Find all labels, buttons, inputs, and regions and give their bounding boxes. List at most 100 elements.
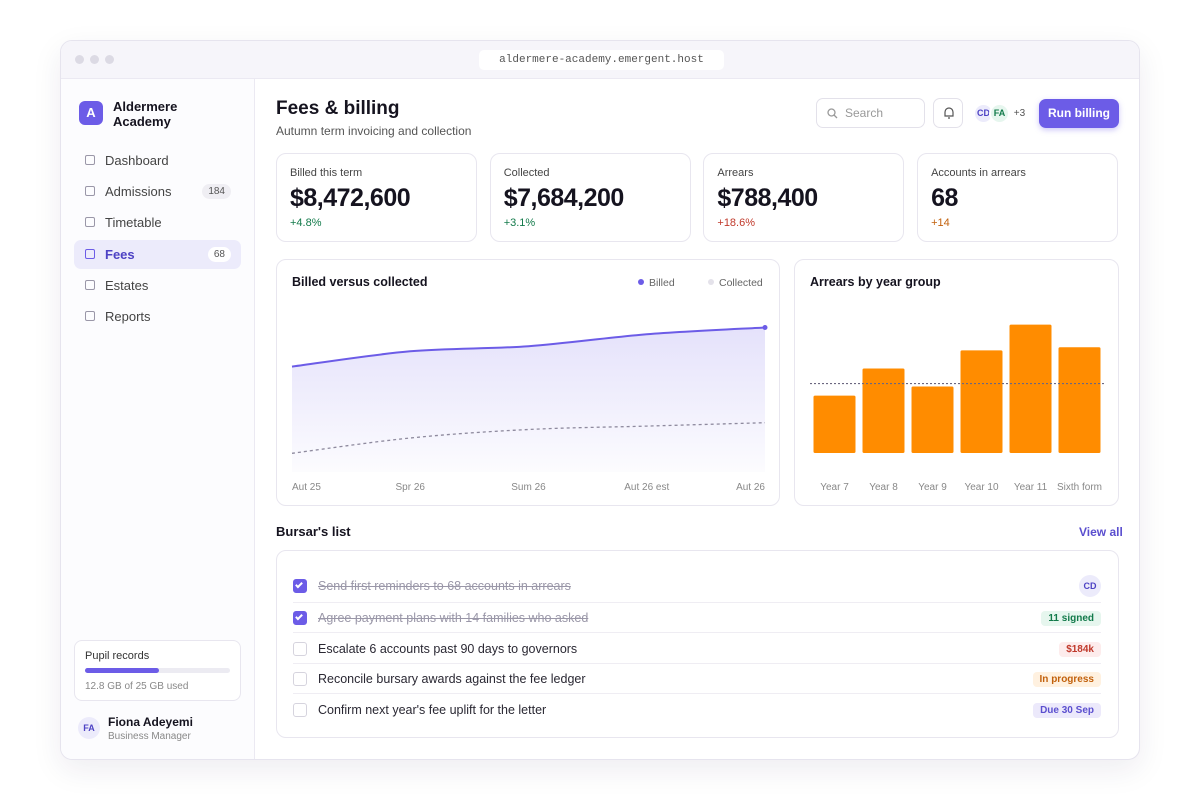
task-text: Confirm next year's fee uplift for the l…: [318, 702, 547, 717]
nav-icon: [85, 155, 95, 165]
nav-item[interactable]: Dashboard: [74, 146, 241, 175]
nav-icon: [85, 311, 95, 321]
task-text: Agree payment plans with 14 families who…: [318, 611, 589, 625]
checkbox[interactable]: [293, 579, 307, 593]
x-tick-label: Aut 26: [736, 482, 765, 493]
task-row: Escalate 6 accounts past 90 days to gove…: [293, 634, 1101, 664]
kpi-change: +3.1%: [503, 217, 536, 229]
bar: [1009, 324, 1052, 453]
nav-label: Reports: [105, 309, 151, 324]
status-tag: In progress: [1032, 672, 1101, 687]
chart-title: Arrears by year group: [810, 275, 941, 289]
logo: A: [79, 101, 103, 125]
kpi-change: +14: [931, 217, 950, 229]
bar-chart-card: Arrears by year group Year 7 Year 8 Year 9 Y…: [794, 259, 1119, 506]
end-point: [762, 325, 768, 330]
nav-label: Fees: [105, 246, 135, 262]
storage-fill: [85, 668, 160, 673]
task-text: Reconcile bursary awards against the fee…: [318, 672, 586, 686]
user-name: Fiona Adeyemi: [108, 715, 193, 729]
x-tick-label: Sum 26: [511, 482, 546, 493]
status-tag: $184k: [1059, 641, 1101, 657]
nav-item[interactable]: Admissions 184: [74, 177, 241, 206]
kpi-value: 68: [931, 184, 958, 212]
checkbox[interactable]: [293, 672, 307, 686]
bar-chart: Arrears by year group Year 7 Year 8 Year 9 Y…: [810, 275, 1104, 493]
x-tick-label: Sixth form: [1057, 482, 1102, 493]
checkbox[interactable]: [293, 611, 307, 625]
bar: [911, 386, 954, 453]
avatar-more: +3: [1013, 108, 1026, 119]
task-row: Confirm next year's fee uplift for the l…: [293, 695, 1101, 725]
x-tick-label: Aut 26 est: [624, 482, 669, 493]
chart-title: Billed versus collected: [292, 275, 427, 289]
checkbox[interactable]: [293, 702, 307, 717]
storage-title: Pupil records: [85, 650, 150, 662]
nav-icon: [85, 279, 95, 290]
title-bar: aldermere-academy.emergent.host: [61, 41, 1139, 79]
kpi-value: $788,400: [717, 184, 818, 212]
x-tick-label: Year 7: [820, 482, 849, 493]
kpi-card: Collected $7,684,200 +3.1%: [489, 153, 691, 242]
x-tick-label: Aut 25: [292, 482, 321, 493]
window-dot: [90, 55, 99, 64]
check: [295, 612, 303, 621]
nav-label: Timetable: [105, 215, 162, 231]
kpi-value: $8,472,600: [290, 184, 411, 212]
kpi-change: +4.8%: [290, 217, 322, 229]
school-name: Aldermere Academy: [113, 99, 178, 129]
user-role: Business Manager: [108, 731, 191, 742]
run-billing-button[interactable]: Run billing: [1039, 99, 1119, 128]
sidebar: A Aldermere Academy Pupil records 12.8 G…: [61, 79, 255, 759]
bell-icon: [944, 107, 954, 119]
x-tick-label: Year 9: [918, 482, 947, 493]
nav-item[interactable]: Estates: [74, 271, 241, 300]
user-avatar: FA: [78, 717, 100, 739]
task-text: Send first reminders to 68 accounts in a…: [318, 579, 571, 593]
nav-badge: 184: [202, 184, 231, 200]
checkbox[interactable]: [293, 641, 307, 656]
kpi-label: Accounts in arrears: [931, 167, 1026, 179]
legend-dot: [638, 279, 644, 285]
kpi-card: Arrears $788,400 +18.6%: [703, 153, 905, 242]
bar: [1058, 347, 1101, 453]
x-tick-label: Year 10: [964, 482, 999, 493]
check: [295, 580, 303, 589]
nav-item[interactable]: Reports: [74, 302, 241, 331]
kpi-label: Arrears: [717, 167, 754, 179]
bar: [862, 368, 905, 453]
page-subtitle: Autumn term invoicing and collection: [276, 124, 472, 138]
kpi-card: Accounts in arrears 68 +14: [917, 153, 1119, 242]
task-row: Agree payment plans with 14 families who…: [293, 603, 1101, 633]
line-chart: Billed versus collected Billed Collected Au…: [291, 275, 768, 493]
kpi-value: $7,684,200: [503, 184, 625, 212]
nav-badge: 68: [207, 246, 231, 262]
nav-item[interactable]: Timetable: [74, 208, 241, 237]
legend-label: Billed: [649, 277, 675, 289]
line: [291, 422, 766, 454]
legend-label: Collected: [719, 277, 763, 289]
x-tick-label: Year 8: [869, 482, 898, 493]
task-text: Escalate 6 accounts past 90 days to gove…: [318, 641, 578, 656]
avatar: FA: [989, 103, 1010, 124]
line: [291, 326, 766, 368]
status-tag: 11 signed: [1041, 611, 1101, 626]
nav-icon: [85, 217, 95, 228]
kpi-change: +18.6%: [717, 217, 756, 229]
window-dot: [75, 55, 84, 64]
nav-item[interactable]: Fees 68: [74, 239, 241, 269]
nav-icon: [85, 248, 95, 259]
kpi-label: Billed this term: [290, 167, 363, 179]
notifications[interactable]: [933, 98, 963, 128]
view-all-link[interactable]: View all: [1079, 525, 1123, 539]
list-title: Bursar's list: [276, 524, 351, 539]
bar: [960, 350, 1003, 453]
line-chart-card: Billed versus collected Billed Collected Au…: [276, 259, 780, 506]
url-bar[interactable]: aldermere-academy.emergent.host: [479, 50, 724, 70]
search[interactable]: Search: [816, 98, 925, 128]
kpi-label: Collected: [503, 167, 550, 179]
page-title: Fees & billing: [276, 98, 400, 119]
x-tick-label: Spr 26: [396, 482, 426, 493]
area: [292, 327, 765, 472]
